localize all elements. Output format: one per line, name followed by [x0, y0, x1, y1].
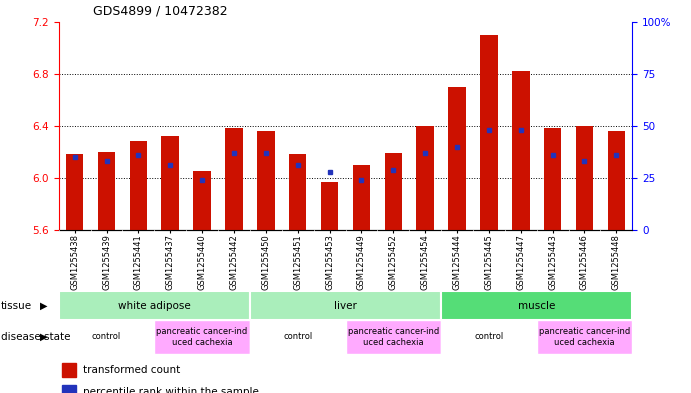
Text: tissue: tissue	[1, 301, 32, 310]
Bar	[576, 126, 594, 230]
Bar	[417, 126, 434, 230]
Text: liver: liver	[334, 301, 357, 310]
Bar	[193, 171, 211, 230]
Bar	[544, 129, 561, 230]
Text: ▶: ▶	[40, 301, 48, 310]
Text: control: control	[92, 332, 121, 342]
Bar	[250, 291, 441, 320]
Bar	[59, 291, 250, 320]
Bar	[162, 136, 179, 230]
Bar	[352, 165, 370, 230]
Bar	[130, 141, 147, 230]
Bar	[59, 320, 154, 354]
Bar	[97, 152, 115, 230]
Bar	[346, 320, 441, 354]
Bar	[537, 320, 632, 354]
Text: white adipose: white adipose	[118, 301, 191, 310]
Bar	[154, 320, 250, 354]
Bar	[384, 153, 402, 230]
Text: ▶: ▶	[40, 332, 48, 342]
Text: transformed count: transformed count	[83, 365, 180, 375]
Bar	[321, 182, 339, 230]
Bar	[441, 291, 632, 320]
Text: pancreatic cancer-ind
uced cachexia: pancreatic cancer-ind uced cachexia	[348, 327, 439, 347]
Text: percentile rank within the sample: percentile rank within the sample	[83, 387, 258, 393]
Text: pancreatic cancer-ind
uced cachexia: pancreatic cancer-ind uced cachexia	[156, 327, 248, 347]
Text: GDS4899 / 10472382: GDS4899 / 10472382	[93, 5, 228, 18]
Bar	[289, 154, 307, 230]
Bar	[448, 87, 466, 230]
Bar	[62, 363, 76, 377]
Bar	[607, 131, 625, 230]
Text: muscle: muscle	[518, 301, 556, 310]
Bar	[512, 71, 529, 230]
Bar	[257, 131, 274, 230]
Bar	[250, 320, 346, 354]
Bar	[441, 320, 537, 354]
Text: disease state: disease state	[1, 332, 70, 342]
Bar	[480, 35, 498, 230]
Text: pancreatic cancer-ind
uced cachexia: pancreatic cancer-ind uced cachexia	[539, 327, 630, 347]
Text: control: control	[474, 332, 504, 342]
Bar	[225, 129, 243, 230]
Bar	[66, 154, 84, 230]
Bar	[62, 385, 76, 393]
Text: control: control	[283, 332, 312, 342]
